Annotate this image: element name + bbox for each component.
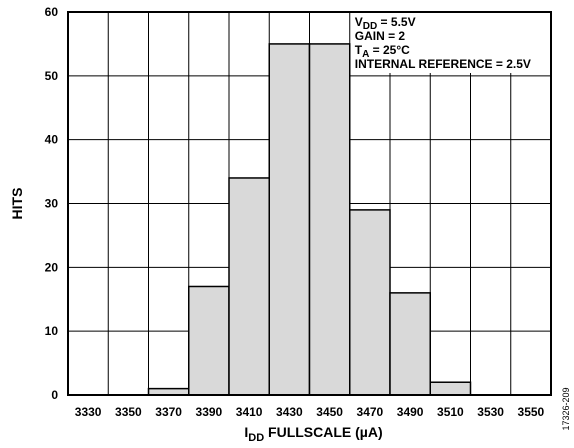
annotation-line: INTERNAL REFERENCE = 2.5V bbox=[355, 57, 531, 71]
figure-id: 17326-209 bbox=[561, 387, 571, 430]
annotation-subscript: DD bbox=[363, 21, 377, 32]
annotation-text: V bbox=[355, 15, 363, 29]
annotation-line: GAIN = 2 bbox=[355, 29, 406, 43]
bar-3430 bbox=[268, 43, 311, 396]
x-axis-title-rest: FULLSCALE (µA) bbox=[264, 424, 383, 440]
x-tick-3330: 3330 bbox=[75, 405, 102, 419]
y-tick-40: 40 bbox=[45, 133, 59, 147]
x-tick-3410: 3410 bbox=[236, 405, 263, 419]
x-tick-3370: 3370 bbox=[155, 405, 182, 419]
annotation-line: TA = 25°C bbox=[355, 43, 410, 60]
x-tick-3390: 3390 bbox=[196, 405, 223, 419]
annotation-text: GAIN = 2 bbox=[355, 29, 406, 43]
y-tick-60: 60 bbox=[45, 5, 59, 19]
x-tick-3450: 3450 bbox=[316, 405, 343, 419]
bar-3510 bbox=[429, 381, 472, 396]
bar-3450 bbox=[308, 43, 351, 396]
annotation-text-rest: = 25°C bbox=[369, 43, 410, 57]
y-tick-10: 10 bbox=[45, 324, 59, 338]
y-tick-50: 50 bbox=[45, 69, 59, 83]
annotation-subscript: A bbox=[362, 49, 369, 60]
plot-frame bbox=[67, 11, 552, 396]
bar-3470 bbox=[349, 209, 391, 396]
x-tick-3470: 3470 bbox=[357, 405, 384, 419]
x-tick-3490: 3490 bbox=[397, 405, 424, 419]
annotation-text-rest: = 5.5V bbox=[377, 15, 415, 29]
y-tick-30: 30 bbox=[45, 197, 59, 211]
annotation-background bbox=[351, 12, 551, 73]
bar-3490 bbox=[389, 292, 431, 396]
annotation-text: INTERNAL REFERENCE = 2.5V bbox=[355, 57, 531, 71]
x-tick-3430: 3430 bbox=[276, 405, 303, 419]
y-axis-title: HITS bbox=[9, 188, 25, 220]
annotation-line: VDD = 5.5V bbox=[355, 15, 416, 32]
x-tick-3510: 3510 bbox=[437, 405, 464, 419]
x-axis-title-main: I bbox=[244, 424, 248, 440]
y-tick-20: 20 bbox=[45, 260, 59, 274]
x-axis-title-sub: DD bbox=[248, 432, 264, 444]
bar-3390 bbox=[188, 285, 230, 396]
y-tick-labels: 0 10 20 30 40 50 60 bbox=[45, 5, 59, 402]
bars bbox=[147, 43, 472, 396]
x-tick-labels: 3330 3350 3370 3390 3410 3430 3450 3470 3490 3510… bbox=[75, 405, 545, 419]
y-tick-0: 0 bbox=[51, 388, 58, 402]
x-tick-3550: 3550 bbox=[518, 405, 545, 419]
x-tick-3350: 3350 bbox=[115, 405, 142, 419]
x-tick-3530: 3530 bbox=[477, 405, 504, 419]
annotation-text: T bbox=[355, 43, 363, 57]
bar-3410 bbox=[228, 177, 270, 396]
x-axis-title: IDD FULLSCALE (µA) bbox=[244, 424, 382, 444]
